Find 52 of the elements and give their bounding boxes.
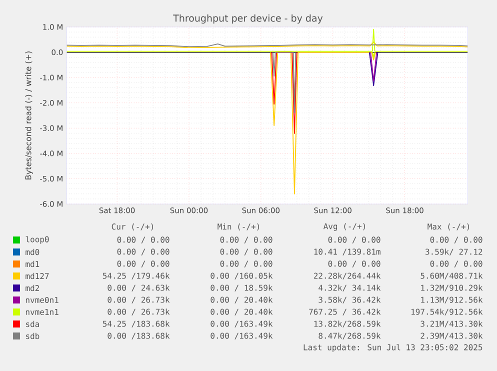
text: 0.00 /163.49k <box>210 320 273 328</box>
text: 0.00 /163.49k <box>210 332 273 340</box>
text: 3.21M/413.30k <box>420 320 483 328</box>
legend-label: md127 <box>26 272 49 280</box>
text: 13.82k/268.59k <box>314 320 381 328</box>
text: 0.00 / 26.73k <box>108 296 170 304</box>
text: 0.00 / 0.00 <box>430 236 482 244</box>
text: 0.00 / 0.00 <box>328 260 380 268</box>
legend-label: md2 <box>26 284 39 292</box>
text: 8.47k/268.59k <box>318 332 381 340</box>
text: 0.00 / 20.40k <box>210 296 273 304</box>
text: Avg (-/+) <box>323 223 366 231</box>
text: 1.13M/912.56k <box>421 296 483 304</box>
text: 0.00 / 20.40k <box>210 308 273 316</box>
text: 5.60M/408.71k <box>420 272 483 280</box>
text: 4.32k/ 34.14k <box>318 284 381 292</box>
text: Cur (-/+) <box>112 223 154 231</box>
text: 0.00 / 18.59k <box>210 284 273 292</box>
chart-title: Throughput per device - by day <box>173 14 323 24</box>
text: 0.00 / 0.00 <box>220 248 272 256</box>
text: 767.25 / 36.42k <box>309 308 381 316</box>
legend-label: md0 <box>26 248 40 256</box>
text: 54.25 /179.46k <box>102 272 170 280</box>
text: 2.39M/413.30k <box>420 332 483 340</box>
text: Max (-/+) <box>428 223 470 231</box>
text: Last update: Sun Jul 13 23:05:02 2025 <box>304 344 482 352</box>
text: 0.00 / 0.00 <box>220 260 272 268</box>
legend-label: nvme1n1 <box>26 309 58 315</box>
text: 1.32M/910.29k <box>421 284 483 292</box>
legend-label: nvme0n1 <box>26 296 58 304</box>
text: 0.00 / 24.63k <box>108 284 170 292</box>
text: 0.00 /183.68k <box>108 332 170 340</box>
text: Min (-/+) <box>218 223 260 231</box>
text: 0.00 / 0.00 <box>220 236 272 244</box>
text: 10.41 /139.81m <box>314 248 380 256</box>
text: 22.28k/264.44k <box>314 272 381 280</box>
text: 0.00 / 0.00 <box>328 236 380 244</box>
text: 197.54k/912.56k <box>412 308 483 316</box>
legend-label: sda <box>26 320 39 328</box>
text: 0.00 / 0.00 <box>117 248 170 256</box>
legend-label: loop0 <box>26 236 49 244</box>
text: 0.00 / 26.73k <box>108 308 170 316</box>
text: 0.00 /160.05k <box>210 272 273 280</box>
text: 3.59k/ 27.12 <box>426 248 482 256</box>
text: 3.58k/ 36.42k <box>318 296 381 304</box>
text: 0.00 / 0.00 <box>117 236 170 244</box>
text: 0.00 / 0.00 <box>430 260 482 268</box>
legend-label: sdb <box>26 332 40 340</box>
y-axis-title: Bytes/second read (-) / write (+) <box>25 52 33 180</box>
text: 54.25 /183.68k <box>102 320 170 328</box>
text: 0.00 / 0.00 <box>117 260 170 268</box>
legend-label: md1 <box>26 260 40 268</box>
